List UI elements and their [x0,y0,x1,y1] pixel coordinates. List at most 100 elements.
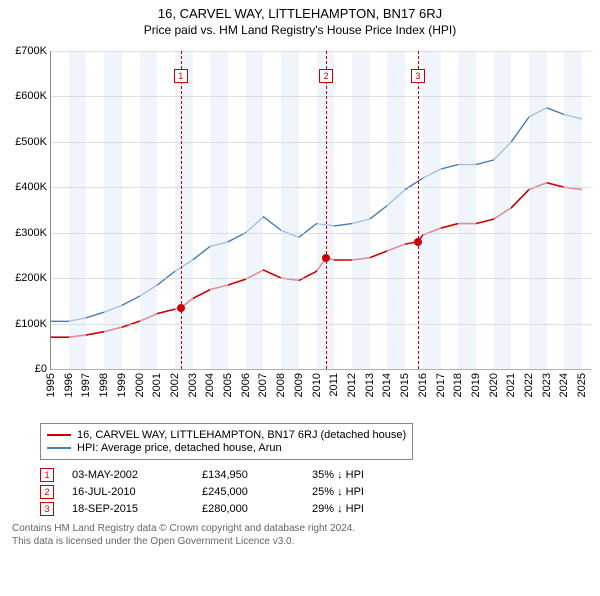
year-band [210,51,228,369]
year-band [458,51,476,369]
xtick-label: 2003 [187,373,199,397]
year-band [104,51,122,369]
ytick-label: £400K [15,181,47,193]
xtick-label: 2004 [204,373,216,397]
disclaimer: Contains HM Land Registry data © Crown c… [12,522,588,548]
xtick-label: 2008 [275,373,287,397]
xtick-label: 2025 [576,373,588,397]
chart-subtitle: Price paid vs. HM Land Registry's House … [0,23,600,37]
ytick-label: £300K [15,227,47,239]
sale-row-price: £245,000 [202,486,312,498]
sale-row-idx: 1 [40,468,54,482]
xtick-label: 2014 [381,373,393,397]
sale-row: 1 03-MAY-2002£134,95035% ↓ HPI [40,468,588,482]
chart-title: 16, CARVEL WAY, LITTLEHAMPTON, BN17 6RJ [0,6,600,21]
ytick-label: £600K [15,90,47,102]
sale-marker-label: 3 [411,69,425,83]
sale-row-pct: 35% ↓ HPI [312,469,422,481]
gridline-h [51,233,591,234]
sale-marker-label: 1 [174,69,188,83]
year-band [529,51,547,369]
sale-row-date: 18-SEP-2015 [72,503,202,515]
sale-marker-dot [177,304,185,312]
xtick-label: 2023 [541,373,553,397]
xtick-label: 2012 [346,373,358,397]
xtick-label: 2021 [505,373,517,397]
xtick-label: 2006 [240,373,252,397]
sale-marker-dot [414,238,422,246]
ytick-label: £200K [15,272,47,284]
sale-marker-dot [322,254,330,262]
year-band [564,51,582,369]
xtick-label: 2000 [134,373,146,397]
year-band [423,51,441,369]
xtick-label: 2019 [470,373,482,397]
xtick-label: 2018 [452,373,464,397]
year-band [246,51,264,369]
sale-row-date: 16-JUL-2010 [72,486,202,498]
gridline-h [51,369,591,370]
year-band [281,51,299,369]
xtick-label: 2024 [558,373,570,397]
legend-label: 16, CARVEL WAY, LITTLEHAMPTON, BN17 6RJ … [77,429,406,441]
xtick-label: 1998 [98,373,110,397]
xtick-label: 2002 [169,373,181,397]
year-band [352,51,370,369]
sale-vline [326,51,327,369]
gridline-h [51,187,591,188]
sale-row: 2 16-JUL-2010£245,00025% ↓ HPI [40,485,588,499]
chart-wrap: £0£100K£200K£300K£400K£500K£600K£700K199… [5,45,595,415]
sale-vline [418,51,419,369]
ytick-label: £100K [15,318,47,330]
year-band [140,51,158,369]
sale-row-date: 03-MAY-2002 [72,469,202,481]
xtick-label: 2015 [399,373,411,397]
ytick-label: £700K [15,45,47,57]
sale-vline [181,51,182,369]
legend-item: HPI: Average price, detached house, Arun [47,442,406,454]
gridline-h [51,142,591,143]
gridline-h [51,278,591,279]
chart-container: { "title_line1": "16, CARVEL WAY, LITTLE… [0,6,600,596]
xtick-label: 2010 [311,373,323,397]
xtick-label: 1996 [63,373,75,397]
xtick-label: 2016 [417,373,429,397]
xtick-label: 2009 [293,373,305,397]
sale-row-pct: 29% ↓ HPI [312,503,422,515]
gridline-h [51,51,591,52]
xtick-label: 1995 [45,373,57,397]
xtick-label: 2017 [435,373,447,397]
sales-table: 1 03-MAY-2002£134,95035% ↓ HPI 2 16-JUL-201… [40,468,588,516]
sale-row-idx: 3 [40,502,54,516]
gridline-h [51,324,591,325]
xtick-label: 2013 [364,373,376,397]
xtick-label: 2022 [523,373,535,397]
year-band [387,51,405,369]
legend-swatch [47,434,71,436]
sale-row-idx: 2 [40,485,54,499]
xtick-label: 1997 [80,373,92,397]
disclaimer-line1: Contains HM Land Registry data © Crown c… [12,522,588,535]
year-band [175,51,193,369]
plot-area: £0£100K£200K£300K£400K£500K£600K£700K199… [50,51,591,370]
year-band [69,51,87,369]
xtick-label: 2020 [488,373,500,397]
xtick-label: 2011 [328,373,340,397]
ytick-label: £500K [15,136,47,148]
year-band [494,51,512,369]
legend: 16, CARVEL WAY, LITTLEHAMPTON, BN17 6RJ … [40,423,413,460]
gridline-h [51,96,591,97]
xtick-label: 2005 [222,373,234,397]
sale-marker-label: 2 [319,69,333,83]
xtick-label: 2001 [151,373,163,397]
sale-row: 3 18-SEP-2015£280,00029% ↓ HPI [40,502,588,516]
sale-row-price: £134,950 [202,469,312,481]
legend-swatch [47,447,71,449]
legend-label: HPI: Average price, detached house, Arun [77,442,282,454]
sale-row-pct: 25% ↓ HPI [312,486,422,498]
xtick-label: 2007 [257,373,269,397]
sale-row-price: £280,000 [202,503,312,515]
disclaimer-line2: This data is licensed under the Open Gov… [12,535,588,548]
xtick-label: 1999 [116,373,128,397]
legend-item: 16, CARVEL WAY, LITTLEHAMPTON, BN17 6RJ … [47,429,406,441]
